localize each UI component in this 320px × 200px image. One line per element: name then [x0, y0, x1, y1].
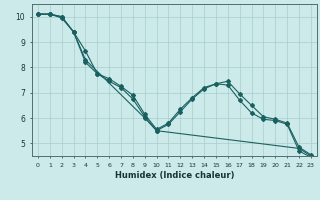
X-axis label: Humidex (Indice chaleur): Humidex (Indice chaleur)	[115, 171, 234, 180]
